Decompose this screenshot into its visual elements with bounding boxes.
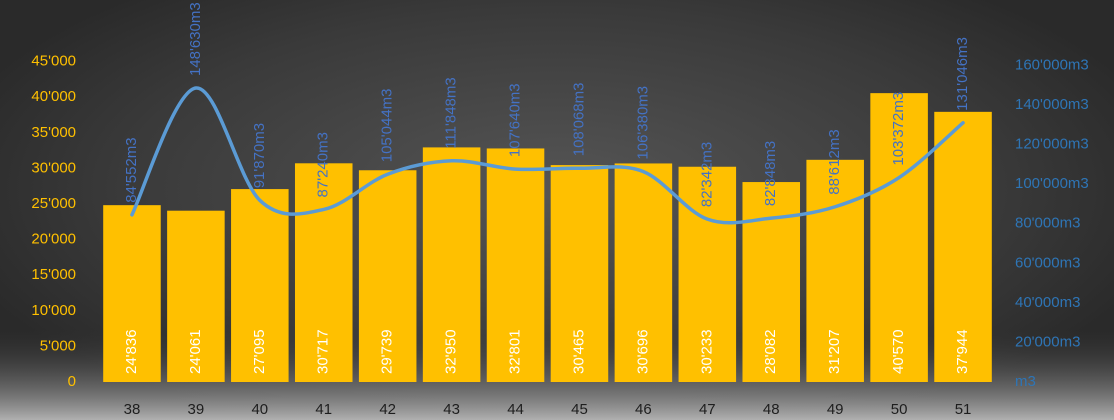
x-tick-label: 48 [763,401,780,418]
y2-tick-label: m3 [1015,373,1036,390]
y2-tick-label: 140'000m3 [1015,96,1089,113]
y2-tick-label: 60'000m3 [1015,254,1080,271]
y-tick-label: 5'000 [40,337,76,354]
line-label: 87'240m3 [315,132,332,197]
bar [103,205,161,382]
bar-label: 30'696 [634,329,651,374]
y-tick-label: 45'000 [31,53,76,70]
bar-label: 24'836 [123,329,140,374]
y-tick-label: 40'000 [31,88,76,105]
y-tick-label: 25'000 [31,195,76,212]
x-tick-label: 43 [443,401,460,418]
x-tick-label: 51 [955,401,972,418]
x-tick-label: 50 [891,401,908,418]
y-tick-label: 0 [68,373,76,390]
y-tick-label: 30'000 [31,159,76,176]
line-label: 82'342m3 [698,142,715,207]
bar [422,147,481,382]
bar [934,111,992,383]
bar-label: 24'061 [187,329,204,374]
bar-label: 30'717 [315,329,332,374]
bar [486,148,545,382]
x-tick-label: 47 [699,401,716,418]
line-label: 84'552m3 [123,137,140,202]
bar-label: 32'950 [443,329,460,374]
line [130,86,965,225]
x-tick-label: 38 [124,401,141,418]
bar-label: 37'944 [954,329,971,374]
y2-tick-label: 160'000m3 [1015,57,1089,74]
y2-tick-label: 20'000m3 [1015,333,1080,350]
y-tick-label: 35'000 [31,124,76,141]
y-tick-label: 20'000 [31,231,76,248]
line-label: 111'848m3 [443,77,460,149]
line-label: 91'870m3 [251,123,268,188]
bar-label: 32'801 [507,329,524,374]
y2-tick-label: 80'000m3 [1015,215,1080,232]
bar [550,165,609,382]
line-label: 105'044m3 [379,88,396,162]
bar [678,166,737,382]
line-label: 88'612m3 [826,129,843,194]
bar-label: 29'739 [379,329,396,374]
bar [614,163,673,382]
x-tick-label: 41 [315,401,332,418]
bar-label: 27'095 [251,329,268,374]
line-label: 108'068m3 [570,82,587,156]
bar-label: 40'570 [890,329,907,374]
line-label: 106'380m3 [634,86,651,160]
bar-label: 30'233 [698,329,715,374]
bar [806,159,864,382]
line-label: 82'848m3 [762,141,779,206]
bar-label: 31'207 [826,329,843,374]
x-tick-label: 39 [188,401,205,418]
y2-tick-label: 100'000m3 [1015,175,1089,192]
x-tick-label: 42 [379,401,396,418]
bar [231,189,289,382]
line-label: 148'630m3 [187,2,204,76]
x-tick-label: 40 [251,401,268,418]
line-label: 103'372m3 [890,92,907,166]
x-tick-label: 46 [635,401,652,418]
y-tick-label: 10'000 [31,302,76,319]
bar [358,170,417,382]
bar [167,210,225,382]
line-label: 131'046m3 [954,37,971,111]
x-tick-label: 45 [571,401,588,418]
bar-label: 30'465 [570,329,587,374]
x-tick-label: 49 [827,401,844,418]
y-tick-label: 15'000 [31,266,76,283]
bar-label: 28'082 [762,329,779,374]
x-tick-label: 44 [507,401,524,418]
y2-tick-label: 120'000m3 [1015,136,1089,153]
bar [870,93,928,382]
line-label: 107'640m3 [507,83,524,157]
y2-tick-label: 40'000m3 [1015,294,1080,311]
